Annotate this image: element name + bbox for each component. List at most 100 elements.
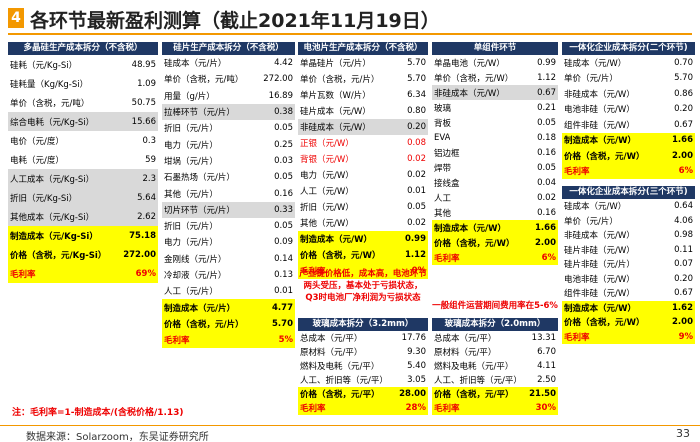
row-label: 总成本（元/平） (434, 334, 497, 344)
row-label: 非硅成本（元/W） (564, 231, 635, 242)
source: 数据来源：Solarzoom，东吴证券研究所 (26, 432, 209, 442)
row-value: 1.12 (537, 72, 556, 83)
table-row: 其他（元/W） 0.02 (298, 215, 428, 231)
row-label: 燃料及电耗（元/平） (434, 362, 514, 372)
row-label: 金刚线（元/片） (164, 254, 227, 265)
table-row: 硅耗（元/Kg-Si） 48.95 (8, 55, 158, 74)
row-value: 0.11 (674, 244, 693, 255)
table-row: 非硅成本（元/W） 0.98 (562, 228, 695, 243)
row-label: 硅片非硅（元/片） (564, 260, 635, 271)
table-row: 燃料及电耗（元/平） 4.11 (432, 359, 558, 373)
row-value: 0.01 (407, 186, 426, 196)
table-row: 电力（元/W） 0.02 (298, 167, 428, 183)
row-label: 非硅成本（元/W） (434, 88, 505, 99)
table-title: 电池片生产成本拆分（不含税） (298, 42, 428, 55)
table-row: 金刚线（元/片） 0.14 (162, 251, 295, 267)
table-title: 单组件环节 (432, 42, 558, 55)
row-label: 单价（含税，元/吨） (164, 75, 244, 86)
row-value: 4.77 (272, 302, 293, 313)
row-label: 背银（元/W） (300, 155, 354, 165)
row-label: 总成本（元/平） (300, 334, 363, 344)
row-value: 0.20 (407, 122, 426, 132)
row-label: 人工（元/W） (300, 187, 354, 197)
row-label: 背板 (434, 118, 452, 129)
row-label: 玻璃 (434, 103, 452, 114)
row-label: 切片环节（元/片） (164, 205, 235, 216)
table-row: 单价（元/片） 5.70 (562, 71, 695, 87)
table-row: 非硅成本（元/W） 0.86 (562, 86, 695, 102)
row-label: 电力（元/片） (164, 238, 218, 249)
row-label: 电池非硅（元/W） (564, 105, 635, 116)
table-row: 价格（含税，元/W） 2.00 (562, 315, 695, 330)
table-row: 制造成本（元/W） 1.66 (562, 132, 695, 148)
table-row: 正银（元/W） 0.08 (298, 135, 428, 151)
row-value: 4.06 (674, 215, 693, 226)
table-row: 人工 0.02 (432, 190, 558, 205)
rule (8, 33, 692, 35)
table-row: 组件非硅（元/W） 0.67 (562, 117, 695, 133)
row-value: 28% (405, 403, 426, 413)
table-row: 原材料（元/平） 6.70 (432, 345, 558, 359)
cost-table: 一体化企业成本拆分(三个环节) 硅成本（元/W） 0.64 单价（元/片） 4.06 非硅… (562, 186, 695, 344)
row-value: 6% (541, 252, 556, 263)
table-row: 价格（含税，元/W） 2.00 (432, 235, 558, 250)
table-row: 单价（元/片） 4.06 (562, 214, 695, 229)
row-value: 2.3 (142, 173, 156, 184)
annotation: 一般组件运营期间费用率在5-6% (432, 301, 558, 311)
row-label: 拉棒环节（元/片） (164, 108, 235, 119)
row-value: 0.14 (274, 253, 293, 264)
row-label: 组件非硅（元/W） (564, 120, 635, 131)
table-row: 制造成本（元/W） 1.62 (562, 300, 695, 315)
row-value: 0.05 (537, 162, 556, 173)
row-label: 毛利率 (434, 404, 460, 414)
cost-table: 多晶硅生产成本拆分（不含税） 硅耗（元/Kg-Si） 48.95 硅耗量（Kg/Kg-… (8, 42, 158, 283)
row-label: 原材料（元/平） (434, 348, 497, 358)
row-label: 坩埚（元/片） (164, 156, 218, 167)
row-value: 75.18 (129, 230, 156, 241)
table-row: 毛利率 69% (8, 264, 158, 283)
row-label: 硅成本（元/片） (164, 59, 227, 70)
row-value: 0.05 (274, 221, 293, 232)
row-value: 272.00 (263, 74, 293, 85)
row-label: 制造成本（元/片） (164, 303, 236, 314)
table-row: 价格（含税，元/W） 2.00 (562, 148, 695, 164)
row-label: 硅成本（元/W） (564, 202, 627, 213)
table-row: 硅成本（元/W） 0.70 (562, 55, 695, 71)
row-value: 0.18 (537, 132, 556, 143)
row-label: 正银（元/W） (300, 139, 354, 149)
table-row: 石墨热场（元/片） 0.05 (162, 169, 295, 185)
row-label: 人工、折旧等（元/平） (434, 376, 522, 386)
table-row: 毛利率 6% (432, 250, 558, 265)
row-value: 2.00 (672, 317, 693, 328)
row-label: 制造成本（元/W） (564, 303, 636, 314)
table-row: 制造成本（元/W） 1.66 (432, 220, 558, 235)
row-label: 折旧（元/Kg-Si） (10, 193, 78, 204)
table-row: 硅耗量（Kg/Kg-Si） 1.09 (8, 74, 158, 93)
row-value: 48.95 (131, 59, 156, 70)
table-row: 非硅成本（元/W） 0.67 (432, 85, 558, 100)
table-title: 多晶硅生产成本拆分（不含税） (8, 42, 158, 55)
row-value: 0.05 (274, 123, 293, 134)
table-row: 单价（含税，元/吨） 272.00 (162, 71, 295, 87)
table-row: 折旧（元/片） 0.05 (162, 120, 295, 136)
row-label: 单价（含税，元/片） (300, 75, 380, 85)
row-value: 0.09 (274, 237, 293, 248)
row-value: 0.70 (674, 57, 693, 68)
row-value: 5.70 (272, 318, 293, 329)
row-value: 0.05 (407, 202, 426, 212)
table-row: 电价（元/度） 0.3 (8, 131, 158, 150)
row-label: 制造成本（元/W） (434, 223, 506, 234)
row-value: 0.67 (674, 288, 693, 299)
row-value: 1.66 (535, 222, 556, 233)
table-row: 拉棒环节（元/片） 0.38 (162, 103, 295, 121)
row-value: 0.99 (537, 57, 556, 68)
row-value: 1.62 (672, 302, 693, 313)
table-row: 价格（含税，元/Kg-Si） 272.00 (8, 245, 158, 264)
row-label: 毛利率 (164, 336, 190, 347)
row-value: 0.64 (674, 201, 693, 212)
cost-table: 单组件环节 单晶电池（元/W） 0.99 单价（含税，元/W） 1.12 非硅成本（元/W… (432, 42, 558, 265)
row-label: 硅成本（元/W） (564, 58, 627, 69)
table-row: 冷却液（元/片） 0.13 (162, 267, 295, 283)
row-value: 28.00 (399, 389, 426, 399)
row-label: 电池非硅（元/W） (564, 274, 635, 285)
